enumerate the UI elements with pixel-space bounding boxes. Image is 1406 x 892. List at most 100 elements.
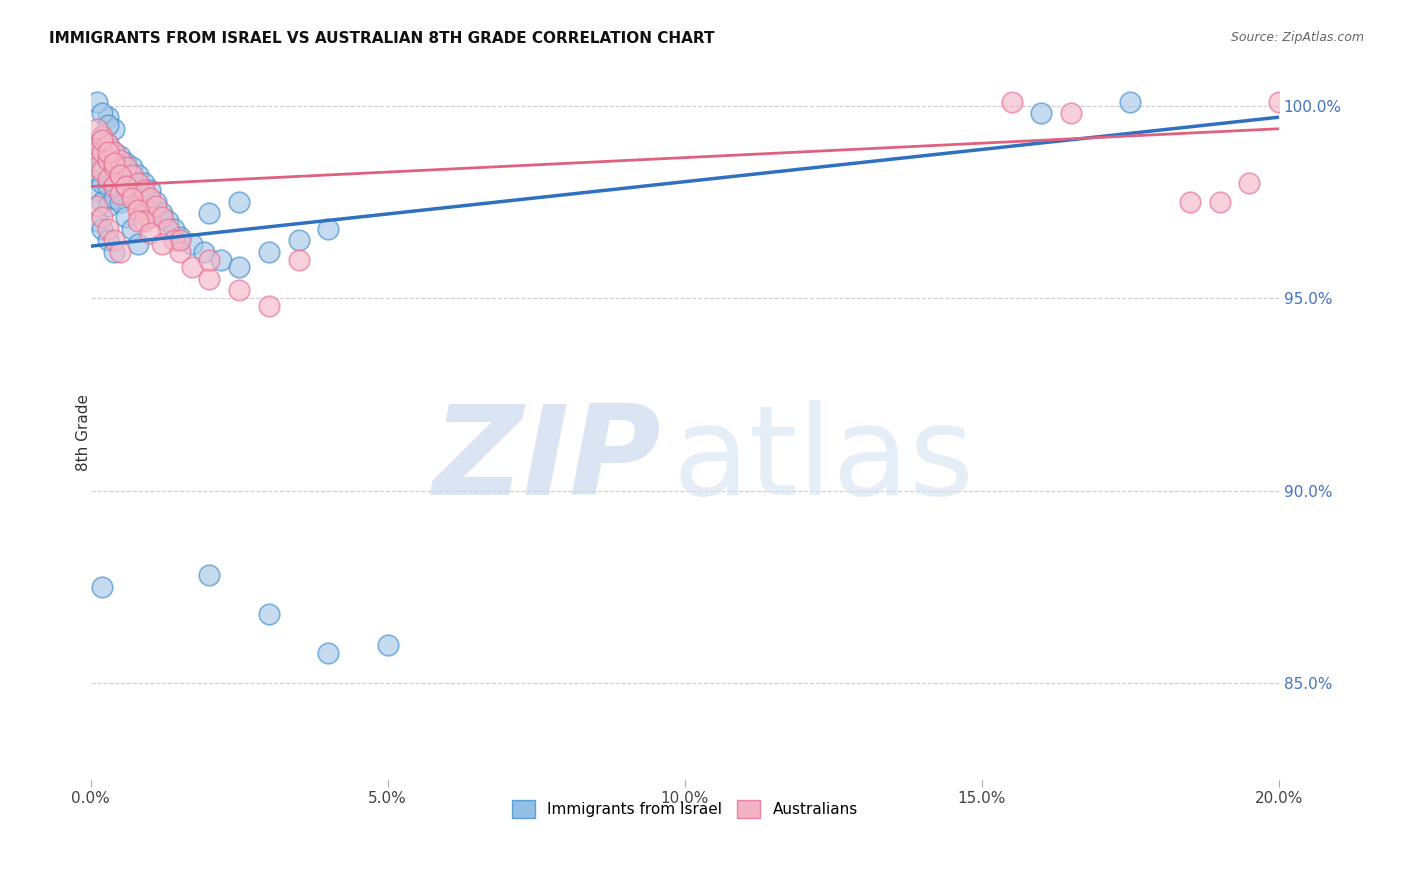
Point [103,145,125,159]
Point [169,234,191,248]
Point [1237,176,1260,190]
Point [86,121,108,136]
Point [198,568,221,582]
Point [91,145,114,159]
Point [103,176,125,190]
Point [91,164,114,178]
Point [121,179,143,194]
Point [110,168,132,182]
Point [91,129,114,144]
Point [169,229,191,244]
Point [1031,106,1053,120]
Point [115,179,138,194]
Point [127,168,149,182]
Point [228,194,250,209]
Point [150,211,173,225]
Point [103,234,125,248]
Point [163,234,186,248]
Point [103,191,125,205]
Y-axis label: 8th Grade: 8th Grade [76,394,91,472]
Point [163,222,186,236]
Point [156,214,179,228]
Point [180,260,202,275]
Point [1268,95,1291,109]
Point [127,202,149,217]
Point [86,214,108,228]
Text: IMMIGRANTS FROM ISRAEL VS AUSTRALIAN 8TH GRADE CORRELATION CHART: IMMIGRANTS FROM ISRAEL VS AUSTRALIAN 8TH… [49,31,714,46]
Point [97,137,120,152]
Point [287,252,309,267]
Point [103,121,125,136]
Point [110,194,132,209]
Point [86,183,108,197]
Point [91,222,114,236]
Point [139,191,162,205]
Point [121,191,143,205]
Point [1060,106,1083,120]
Point [132,202,155,217]
Point [115,187,138,202]
Point [209,252,232,267]
Point [97,171,120,186]
Point [103,160,125,174]
Point [91,211,114,225]
Point [139,211,162,225]
Point [103,160,125,174]
Point [110,164,132,178]
Point [97,199,120,213]
Point [139,226,162,240]
Point [86,95,108,109]
Point [316,222,339,236]
Point [97,179,120,194]
Point [150,237,173,252]
Point [132,194,155,209]
Legend: Immigrants from Israel, Australians: Immigrants from Israel, Australians [506,794,863,824]
Point [257,607,280,621]
Point [115,160,138,174]
Point [287,234,309,248]
Point [86,160,108,174]
Point [121,168,143,182]
Point [97,110,120,124]
Text: Source: ZipAtlas.com: Source: ZipAtlas.com [1230,31,1364,45]
Point [198,252,221,267]
Point [110,244,132,259]
Point [91,129,114,144]
Point [97,153,120,167]
Point [145,199,167,213]
Point [127,187,149,202]
Point [86,156,108,170]
Point [169,244,191,259]
Point [91,106,114,120]
Point [91,176,114,190]
Point [115,179,138,194]
Point [115,171,138,186]
Point [145,194,167,209]
Point [316,646,339,660]
Point [1178,194,1201,209]
Point [121,160,143,174]
Point [86,199,108,213]
Point [198,272,221,286]
Point [91,145,114,159]
Point [103,156,125,170]
Text: atlas: atlas [673,401,974,521]
Point [127,199,149,213]
Point [86,145,108,159]
Point [127,176,149,190]
Point [193,244,215,259]
Point [103,145,125,159]
Point [1000,95,1022,109]
Point [228,260,250,275]
Point [97,164,120,178]
Point [132,176,155,190]
Point [110,149,132,163]
Point [110,183,132,197]
Text: ZIP: ZIP [432,401,661,521]
Point [97,222,120,236]
Point [139,183,162,197]
Point [150,206,173,220]
Point [121,222,143,236]
Point [91,194,114,209]
Point [180,237,202,252]
